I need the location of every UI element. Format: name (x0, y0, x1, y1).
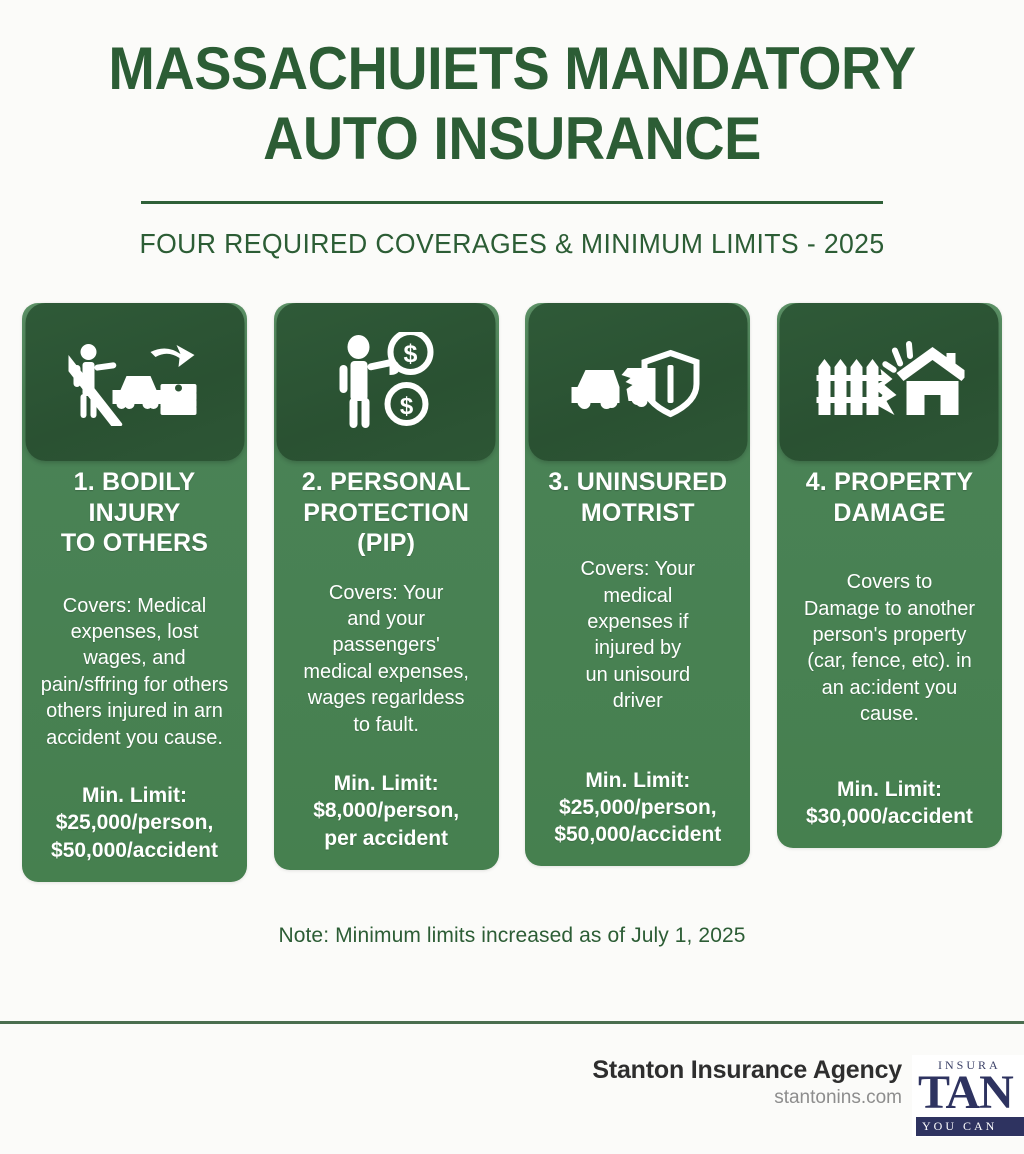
card-minimum-limit: Min. Limit: $30,000/accident (805, 777, 973, 828)
page-subtitle: FOUR REQUIRED COVERAGES & MINIMUM LIMITS… (139, 228, 885, 260)
card-description: Covers to Damage to another person's pro… (803, 571, 976, 726)
card-minimum-limit: Min. Limit: $25,000/person, $50,000/acci… (51, 784, 218, 862)
fence-house-damage-icon (814, 339, 965, 425)
icon-container (779, 303, 999, 462)
card-minimum-limit: Min. Limit: $8,000/person, per accident (313, 772, 460, 850)
car-crash-shield-icon (568, 345, 708, 419)
svg-text:$: $ (403, 340, 417, 368)
footer-divider (0, 1021, 1024, 1024)
coverage-card-property-damage[interactable]: 4. PROPERTY DAMAGE Covers to Damage to a… (776, 303, 1002, 849)
person-car-money-denied-icon (68, 338, 201, 427)
icon-container (528, 303, 748, 462)
infographic-header: MASSACHUIETS MANDATORY AUTO INSURANCE FO… (0, 0, 1024, 260)
logo-top-word: INSURA (938, 1058, 1001, 1072)
logo-bottom-bar: YOU CAN (916, 1117, 1024, 1136)
card-description: Covers: Medical expenses, lost wages, an… (40, 594, 229, 749)
coverage-card-bodily-injury[interactable]: 1. BODILY INJURY TO OTHERS Covers: Medic… (22, 303, 247, 882)
title-divider (141, 201, 883, 205)
logo-inner: INSURA TAN YOU CAN (912, 1055, 1024, 1137)
logo-main-word: TAN (918, 1066, 1014, 1119)
card-title: 3. UNINSURED MOTRIST (548, 468, 728, 527)
footer-brand-block: Stanton Insurance Agency stantonins.com (592, 1055, 912, 1110)
coverage-cards: 1. BODILY INJURY TO OTHERS Covers: Medic… (0, 303, 1024, 882)
card-description: Covers: Your and your passengers' medica… (303, 581, 469, 736)
card-title: 1. BODILY INJURY TO OTHERS (60, 468, 209, 558)
icon-container (25, 303, 244, 462)
coverage-card-personal-injury-protection[interactable]: $ $ 2. PERSONAL PROTECTION (PIP) Covers:… (273, 303, 499, 870)
card-title: 2. PERSONAL PROTECTION (PIP) (301, 468, 471, 558)
coverage-card-uninsured-motorist[interactable]: 3. UNINSURED MOTRIST Covers: Your medica… (525, 303, 751, 867)
card-minimum-limit: Min. Limit: $25,000/person, $50,000/acci… (554, 768, 722, 847)
page-title: MASSACHUIETS MANDATORY AUTO INSURANCE (108, 35, 916, 172)
logo-bar-word: YOU CAN (922, 1119, 998, 1133)
icon-container: $ $ (276, 303, 496, 462)
card-description: Covers: Your medical expenses if injured… (580, 558, 696, 713)
person-with-dollar-coins-icon: $ $ (331, 332, 441, 432)
footnote: Note: Minimum limits increased as of Jul… (278, 923, 746, 947)
card-title: 4. PROPERTY DAMAGE (805, 468, 974, 527)
agency-website[interactable]: stantonins.com (774, 1087, 902, 1108)
insurance-you-can-logo: INSURA TAN YOU CAN (912, 1055, 1024, 1137)
svg-text:$: $ (399, 393, 413, 420)
footer: Stanton Insurance Agency stantonins.com … (0, 1055, 1024, 1137)
agency-name: Stanton Insurance Agency (592, 1056, 902, 1084)
